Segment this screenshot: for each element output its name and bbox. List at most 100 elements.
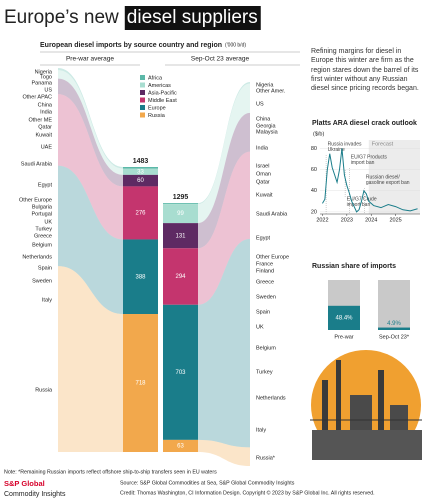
annotation: Ukraine	[328, 147, 345, 153]
credit: Credit: Thomas Washington, CI Informatio…	[120, 489, 375, 496]
forecast-shade	[368, 140, 420, 214]
value-label: 4.9%	[387, 321, 401, 327]
country-label: Egypt	[256, 235, 271, 241]
value-label: 718	[135, 381, 146, 387]
country-label: Egypt	[38, 182, 53, 188]
country-label: Sweden	[32, 278, 52, 284]
value-label: 60	[137, 178, 144, 184]
value-label: 63	[177, 444, 184, 450]
bar-segment	[163, 203, 198, 205]
bar-segment	[123, 314, 158, 452]
value-label: 131	[175, 233, 186, 239]
legend-swatch	[140, 82, 145, 88]
country-label: India	[256, 145, 269, 151]
legend-label: Middle East	[148, 98, 177, 104]
total-label: 1295	[173, 194, 189, 201]
value-label: 294	[175, 274, 186, 280]
country-label: Netherlands	[256, 395, 286, 401]
y-tick-label: 60	[311, 167, 317, 173]
country-label: Finland	[256, 268, 274, 274]
line	[322, 148, 418, 213]
annotation: import ban	[347, 202, 371, 208]
legend-swatch	[140, 105, 145, 110]
country-label: Other Europe	[19, 197, 52, 203]
country-label: China	[256, 116, 271, 122]
legend-swatch	[140, 75, 145, 80]
country-label: Togo	[40, 74, 52, 80]
annotation: import ban	[351, 160, 375, 166]
country-label: Panama	[32, 80, 53, 86]
bar-segment	[163, 248, 198, 305]
bar-segment	[123, 174, 158, 187]
country-label: Russia*	[256, 455, 276, 461]
title-highlight: diesel suppliers	[127, 7, 258, 28]
bar	[378, 327, 410, 330]
value-label: 388	[135, 274, 146, 280]
country-label: Kuwait	[256, 192, 273, 198]
legend-swatch	[140, 90, 145, 95]
country-label: Qatar	[256, 179, 270, 185]
note: Note: *Remaining Russian imports reflect…	[4, 469, 217, 475]
country-label: UK	[44, 219, 52, 225]
intro-text: Refining margins for diesel in Europe th…	[311, 48, 419, 93]
logo: Commodity Insights	[4, 491, 66, 498]
legend-label: Russia	[148, 113, 166, 119]
x-tick-label: Pre-war	[334, 334, 353, 340]
x-tick-label: 2023	[341, 217, 353, 223]
country-label: Saudi Arabia	[256, 211, 288, 217]
country-label: Bulgaria	[32, 204, 53, 210]
unit: ('000 b/d)	[225, 42, 246, 48]
flow	[58, 165, 123, 315]
value-label: 33	[137, 169, 144, 175]
country-label: Israel	[256, 163, 269, 169]
chart-title: European diesel imports by source countr…	[40, 42, 222, 49]
country-label: Greece	[256, 279, 274, 285]
country-label: Georgia	[256, 123, 277, 129]
country-label: Spain	[256, 309, 270, 315]
country-label: UK	[256, 324, 264, 330]
country-label: Portugal	[32, 211, 53, 217]
country-label: France	[256, 261, 273, 267]
country-label: Qatar	[38, 124, 52, 130]
flow	[58, 68, 123, 169]
country-label: Other Amer.	[256, 88, 286, 94]
flow	[198, 238, 250, 448]
flow	[58, 78, 123, 187]
chart-title: Russian share of imports	[312, 263, 396, 270]
bar-segment	[163, 439, 198, 452]
bar-segment	[163, 304, 198, 440]
country-label: India	[40, 109, 53, 115]
country-label: UAE	[41, 144, 53, 150]
title-highlight-box	[124, 6, 261, 30]
country-label: China	[38, 102, 53, 108]
x-tick-label: 2024	[365, 217, 377, 223]
country-label: Greece	[34, 233, 52, 239]
flow	[198, 439, 250, 466]
country-label: Saudi Arabia	[21, 161, 53, 167]
y-tick-label: 40	[311, 188, 317, 194]
bar-segment	[163, 223, 198, 249]
value-label: 703	[175, 370, 186, 376]
x-tick-label: Sep-Oct 23*	[379, 334, 410, 340]
country-label: Turkey	[256, 369, 273, 375]
flow	[58, 266, 123, 452]
flow	[198, 83, 250, 224]
column-header: Pre-war average	[66, 56, 114, 63]
total-label: 1483	[133, 158, 149, 165]
country-label: Spain	[38, 265, 52, 271]
annotation: gasoline export ban	[366, 180, 410, 186]
country-label: Nigeria	[35, 69, 53, 75]
country-label: Sweden	[256, 294, 276, 300]
country-label: Italy	[256, 427, 266, 433]
x-tick-label: 2025	[389, 217, 401, 223]
country-label: Other Europe	[256, 254, 289, 260]
legend-label: Asia-Pacific	[148, 90, 177, 96]
country-label: Kuwait	[35, 132, 52, 138]
value-label: 276	[135, 211, 146, 217]
legend-label: Americas	[148, 83, 171, 89]
flow	[198, 151, 250, 305]
legend-label: Europe	[148, 105, 166, 111]
country-label: Nigeria	[256, 82, 274, 88]
country-label: US	[256, 101, 264, 107]
